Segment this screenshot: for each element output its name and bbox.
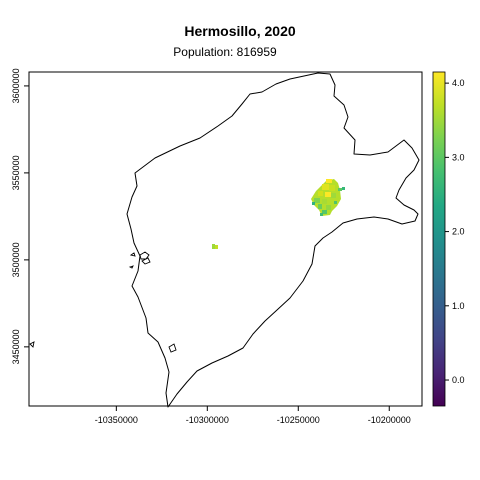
plot-frame [28, 71, 423, 407]
map-subtitle: Population: 816959 [173, 45, 277, 59]
municipality-boundary [126, 72, 420, 408]
x-tick-label: -10300000 [186, 415, 229, 425]
y-tick-label: 3550000 [11, 155, 21, 190]
coastal-islet [139, 251, 151, 265]
coastal-islet [128, 252, 136, 269]
y-axis: 3450000 3500000 3550000 3600000 [11, 68, 29, 364]
settlement-raster-small [212, 244, 218, 249]
x-tick-label: -10250000 [277, 415, 320, 425]
x-tick-label: -10200000 [368, 415, 411, 425]
legend-tick-label: 2.0 [452, 227, 465, 237]
y-tick-label: 3450000 [11, 329, 21, 364]
legend-tick-label: 0.0 [452, 375, 465, 385]
legend-colorbar [432, 71, 446, 407]
x-axis: -10350000 -10300000 -10250000 -10200000 [95, 406, 411, 425]
y-tick-label: 3500000 [11, 242, 21, 277]
legend-tick-label: 4.0 [452, 78, 465, 88]
urban-raster-hermosillo [311, 179, 345, 216]
color-legend: 0.0 1.0 2.0 3.0 4.0 [432, 71, 465, 407]
legend-ticks: 0.0 1.0 2.0 3.0 4.0 [445, 78, 465, 385]
map-title: Hermosillo, 2020 [184, 23, 295, 39]
legend-tick-label: 1.0 [452, 301, 465, 311]
x-tick-label: -10350000 [95, 415, 138, 425]
coastal-islet [29, 341, 35, 348]
y-tick-label: 3600000 [11, 68, 21, 103]
legend-tick-label: 3.0 [452, 152, 465, 162]
coastal-islet [168, 343, 177, 353]
